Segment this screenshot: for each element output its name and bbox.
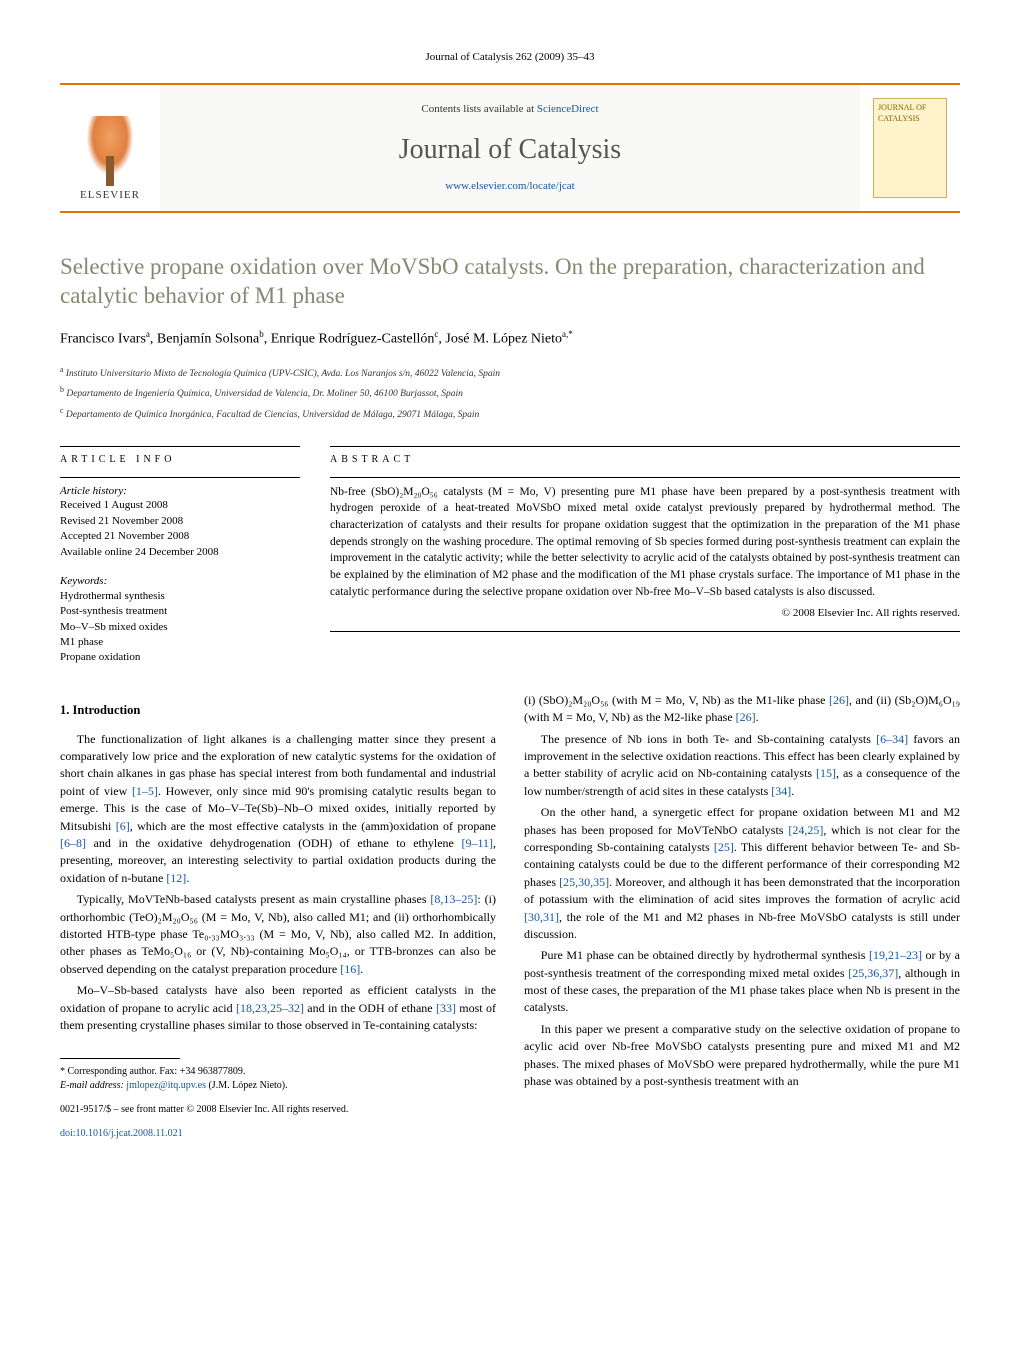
email-label: E-mail address: xyxy=(60,1080,126,1091)
author-list: Francisco Ivarsa, Benjamín Solsonab, Enr… xyxy=(60,328,960,350)
affiliation: b Departamento de Ingeniería Química, Un… xyxy=(60,384,960,401)
email-link[interactable]: jmlopez@itq.upv.es xyxy=(126,1080,206,1091)
left-column: 1. Introduction The functionalization of… xyxy=(60,692,496,1141)
elsevier-tree-icon xyxy=(80,116,140,186)
abstract-copyright: © 2008 Elsevier Inc. All rights reserved… xyxy=(330,606,960,621)
corresponding-footnote: * Corresponding author. Fax: +34 9638778… xyxy=(60,1065,496,1079)
section-1-heading: 1. Introduction xyxy=(60,702,496,719)
history-line: Available online 24 December 2008 xyxy=(60,545,300,560)
body-paragraph: (i) (SbO)₂M₂₀O₅₆ (with M = Mo, V, Nb) as… xyxy=(524,692,960,727)
history-label: Article history: xyxy=(60,484,300,499)
keyword: Propane oxidation xyxy=(60,650,300,665)
keywords-label: Keywords: xyxy=(60,574,300,589)
sciencedirect-link[interactable]: ScienceDirect xyxy=(537,103,599,115)
masthead-center: Contents lists available at ScienceDirec… xyxy=(160,85,860,211)
body-paragraph: The functionalization of light alkanes i… xyxy=(60,731,496,888)
history-line: Accepted 21 November 2008 xyxy=(60,529,300,544)
right-column: (i) (SbO)₂M₂₀O₅₆ (with M = Mo, V, Nb) as… xyxy=(524,692,960,1141)
affiliation: c Departamento de Química Inorgánica, Fa… xyxy=(60,405,960,422)
publisher-label: ELSEVIER xyxy=(80,188,140,203)
contents-lists-line: Contents lists available at ScienceDirec… xyxy=(421,102,598,117)
publisher-block: ELSEVIER xyxy=(60,85,160,211)
journal-cover-thumb: JOURNAL OF CATALYSIS xyxy=(873,98,947,198)
abstract-text: Nb-free (SbO)₂M₂₀O₅₆ catalysts (M = Mo, … xyxy=(330,484,960,601)
contents-prefix: Contents lists available at xyxy=(421,103,536,115)
body-paragraph: On the other hand, a synergetic effect f… xyxy=(524,804,960,943)
body-paragraph: The presence of Nb ions in both Te- and … xyxy=(524,731,960,801)
article-info-label: ARTICLE INFO xyxy=(60,453,300,467)
keyword: M1 phase xyxy=(60,635,300,650)
article-title: Selective propane oxidation over MoVSbO … xyxy=(60,253,960,311)
affiliation: a Instituto Universitario Mixto de Tecno… xyxy=(60,364,960,381)
doi-link[interactable]: doi:10.1016/j.jcat.2008.11.021 xyxy=(60,1128,183,1139)
body-paragraph: Typically, MoVTeNb-based catalysts prese… xyxy=(60,891,496,978)
history-line: Received 1 August 2008 xyxy=(60,498,300,513)
body-paragraph: In this paper we present a comparative s… xyxy=(524,1021,960,1091)
body-paragraph: Pure M1 phase can be obtained directly b… xyxy=(524,947,960,1017)
journal-title: Journal of Catalysis xyxy=(399,131,621,169)
email-footnote: E-mail address: jmlopez@itq.upv.es (J.M.… xyxy=(60,1079,496,1093)
body-paragraph: Mo–V–Sb-based catalysts have also been r… xyxy=(60,982,496,1034)
email-whom: (J.M. López Nieto). xyxy=(206,1080,288,1091)
keyword: Mo–V–Sb mixed oxides xyxy=(60,620,300,635)
article-info-column: ARTICLE INFO Article history: Received 1… xyxy=(60,440,300,666)
abstract-column: ABSTRACT Nb-free (SbO)₂M₂₀O₅₆ catalysts … xyxy=(330,440,960,666)
history-line: Revised 21 November 2008 xyxy=(60,514,300,529)
cover-block: JOURNAL OF CATALYSIS xyxy=(860,85,960,211)
masthead: ELSEVIER Contents lists available at Sci… xyxy=(60,83,960,213)
abstract-label: ABSTRACT xyxy=(330,453,960,467)
affiliations: a Instituto Universitario Mixto de Tecno… xyxy=(60,364,960,422)
doi-line: doi:10.1016/j.jcat.2008.11.021 xyxy=(60,1127,496,1141)
journal-url-link[interactable]: www.elsevier.com/locate/jcat xyxy=(445,180,574,192)
keyword: Post-synthesis treatment xyxy=(60,604,300,619)
copyright-line: 0021-9517/$ – see front matter © 2008 El… xyxy=(60,1103,496,1117)
header-citation: Journal of Catalysis 262 (2009) 35–43 xyxy=(60,50,960,65)
journal-url-line: www.elsevier.com/locate/jcat xyxy=(445,179,574,194)
keyword: Hydrothermal synthesis xyxy=(60,589,300,604)
footnote-rule xyxy=(60,1058,180,1059)
